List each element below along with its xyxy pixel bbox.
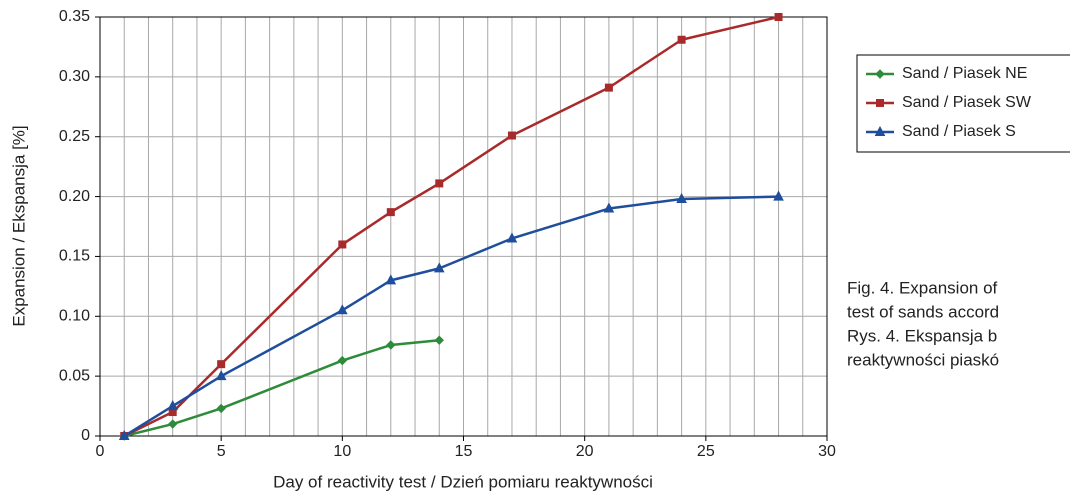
y-tick-label: 0 (81, 427, 90, 444)
y-axis-label: Expansion / Ekspansja [%] (9, 125, 28, 326)
marker (677, 35, 686, 44)
y-tick-label: 0.15 (59, 248, 90, 265)
y-tick-label: 0.25 (59, 128, 90, 145)
marker (874, 125, 886, 136)
legend-label: Sand / Piasek SW (902, 94, 1032, 111)
marker (434, 335, 444, 345)
marker (337, 355, 348, 366)
legend-label: Sand / Piasek NE (902, 65, 1027, 82)
marker (217, 360, 226, 369)
marker (338, 240, 347, 249)
marker (506, 232, 518, 243)
x-tick-label: 30 (818, 443, 836, 460)
series-line (123, 338, 440, 438)
x-tick-label: 25 (697, 443, 715, 460)
x-tick-label: 5 (217, 443, 226, 460)
marker (167, 400, 179, 411)
marker (676, 192, 687, 203)
marker (167, 419, 178, 429)
x-tick-label: 20 (576, 443, 594, 460)
caption-line: Rys. 4. Ekspansja b (847, 326, 997, 345)
marker (118, 429, 130, 440)
marker (433, 262, 445, 273)
marker (386, 208, 395, 217)
x-tick-label: 15 (455, 443, 473, 460)
plot-border (99, 16, 828, 437)
marker (773, 190, 784, 201)
caption-line: test of sands accord (847, 302, 999, 321)
marker (435, 179, 444, 188)
marker (385, 274, 397, 285)
legend-label: Sand / Piasek S (902, 123, 1016, 140)
y-tick-label: 0.35 (59, 8, 90, 25)
marker (603, 202, 615, 213)
y-tick-label: 0.10 (59, 308, 90, 325)
marker (507, 131, 516, 140)
marker (875, 69, 885, 79)
y-tick-label: 0.05 (59, 367, 90, 384)
marker (604, 83, 613, 92)
marker (774, 13, 783, 21)
legend: Sand / Piasek NE Sand / Piasek SW Sand / P… (856, 54, 1070, 153)
series-line (123, 15, 779, 438)
marker (386, 340, 396, 350)
x-tick-label: 0 (96, 443, 105, 460)
marker (337, 304, 348, 315)
x-tick-label: 10 (333, 443, 351, 460)
x-axis-label: Day of reactivity test / Dzień pomiaru r… (273, 472, 653, 491)
marker (876, 99, 884, 107)
series-line (123, 195, 779, 438)
caption-line: reaktywności piaskó (847, 350, 999, 369)
marker (215, 370, 227, 381)
caption-line: Fig. 4. Expansion of (847, 278, 998, 297)
marker (216, 403, 226, 414)
y-tick-label: 0.20 (59, 188, 90, 205)
y-tick-label: 0.30 (59, 68, 90, 85)
